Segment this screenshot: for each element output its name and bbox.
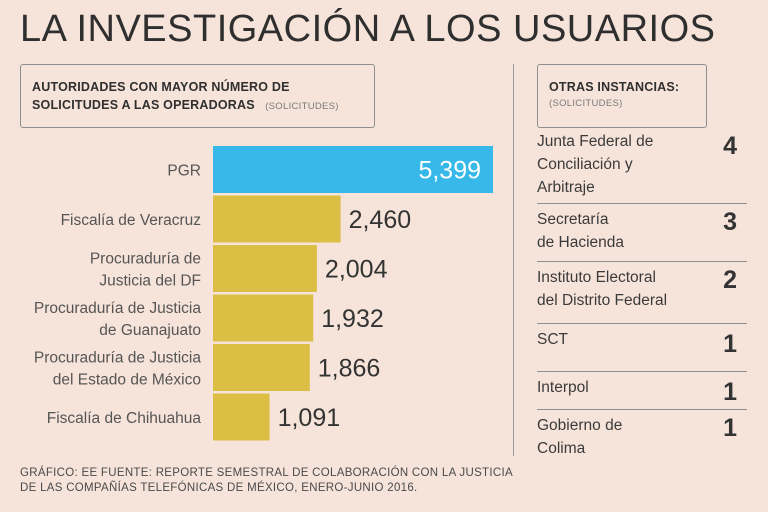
bar-chart: 5,399 PGR 2,460 Fiscalía de Veracruz 2,004 Pr…: [34, 146, 493, 441]
list-item: SCT 1: [537, 324, 747, 372]
list-item: Gobierno de Colima 1: [537, 410, 747, 457]
data-label: 2,004: [325, 256, 388, 284]
data-label: 1,932: [321, 305, 384, 333]
category-label: Fiscalía de Chihuahua: [47, 410, 202, 427]
list-item: Instituto Electoral del Distrito Federal 2: [537, 262, 747, 324]
bar: [213, 344, 310, 391]
list-item-name-line: del Distrito Federal: [537, 292, 668, 309]
list-item-name-line: Conciliación y: [537, 156, 633, 173]
list-item-value: 1: [723, 330, 737, 358]
list-item-name: Instituto Electoral del Distrito Federal: [537, 266, 667, 312]
footer-line2: DE LAS COMPAÑÍAS TELEFÓNICAS DE MÉXICO, …: [20, 482, 418, 494]
category-label: Fiscalía de Veracruz: [61, 212, 201, 229]
list-item-name-line: de Hacienda: [537, 234, 625, 251]
list-item: Secretaría de Hacienda 3: [537, 204, 747, 262]
right-heading-unit: (SOLICITUDES): [549, 98, 623, 109]
list-item-name: Secretaría de Hacienda: [537, 208, 624, 254]
list-item-value: 3: [723, 208, 737, 236]
right-panel-header: OTRAS INSTANCIAS: (SOLICITUDES): [537, 64, 707, 128]
left-heading-line1: AUTORIDADES CON MAYOR NÚMERO DE: [32, 80, 290, 94]
bar: [213, 294, 314, 342]
list-item-name-line: SCT: [537, 331, 568, 348]
list-item-name-line: Colima: [537, 440, 586, 457]
category-label: Justicia del DF: [99, 273, 201, 290]
list-item: Junta Federal de Conciliación y Arbitraje 4: [537, 128, 747, 204]
left-heading-line2-row: SOLICITUDES A LAS OPERADORAS (SOLICITUDE…: [32, 96, 339, 114]
data-label: 5,399: [418, 157, 481, 185]
left-panel-header: AUTORIDADES CON MAYOR NÚMERO DE SOLICITU…: [20, 64, 375, 128]
left-heading-line2: SOLICITUDES A LAS OPERADORAS: [32, 98, 255, 112]
footer-source: GRÁFICO: EE FUENTE: REPORTE SEMESTRAL DE…: [20, 466, 513, 496]
data-label: 1,091: [278, 404, 341, 432]
list-item-name-line: Junta Federal de: [537, 133, 654, 150]
list-item-value: 1: [723, 378, 737, 406]
category-label: de Guanajuato: [99, 322, 201, 339]
list-item-name-line: Secretaría: [537, 211, 609, 228]
category-label: Procuraduría de Justicia: [34, 300, 202, 317]
list-item-value: 1: [723, 414, 737, 442]
list-item: Interpol 1: [537, 372, 747, 410]
left-heading-unit: (SOLICITUDES): [265, 101, 339, 112]
list-item-name-line: Arbitraje: [537, 179, 595, 196]
category-label: PGR: [167, 163, 201, 180]
bar: [213, 245, 317, 292]
bar: [213, 146, 493, 193]
list-item-name-line: Interpol: [537, 379, 589, 396]
footer-line1: GRÁFICO: EE FUENTE: REPORTE SEMESTRAL DE…: [20, 467, 513, 479]
list-item-name: SCT: [537, 328, 568, 351]
right-heading: OTRAS INSTANCIAS:: [549, 80, 680, 94]
list-item-value: 4: [723, 132, 737, 160]
list-item-name-line: Instituto Electoral: [537, 269, 656, 286]
list-item-name: Gobierno de Colima: [537, 414, 622, 460]
category-label: del Estado de México: [53, 372, 201, 389]
list-item-name-line: Gobierno de: [537, 417, 623, 434]
category-label: Procuraduría de Justicia: [34, 350, 202, 367]
column-divider: [513, 64, 514, 456]
list-item-name: Junta Federal de Conciliación y Arbitraje: [537, 130, 653, 199]
page-title: LA INVESTIGACIÓN A LOS USUARIOS: [20, 8, 716, 50]
list-item-value: 2: [723, 266, 737, 294]
bar: [213, 195, 341, 243]
bar: [213, 393, 270, 441]
list-item-name: Interpol: [537, 376, 589, 399]
category-label: Procuraduría de: [90, 251, 201, 268]
data-label: 2,460: [349, 206, 412, 234]
data-label: 1,866: [318, 355, 381, 383]
